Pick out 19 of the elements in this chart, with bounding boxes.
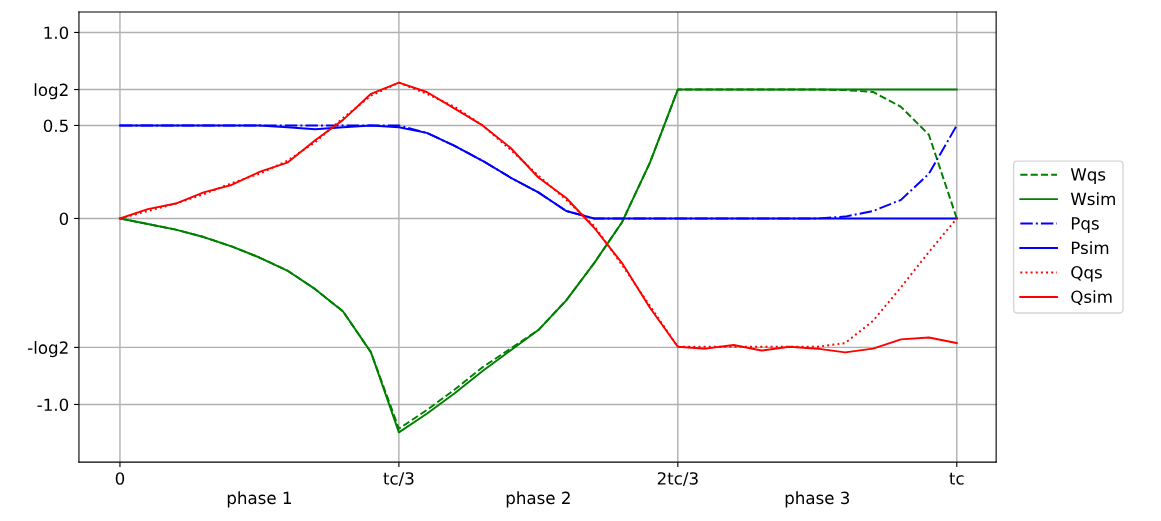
legend-label: Psim <box>1071 241 1109 255</box>
text: phase 3 <box>785 491 850 508</box>
legend-label: Qqs <box>1071 265 1102 282</box>
text: phase 1 <box>227 491 291 508</box>
x-tick-label: 0 <box>115 472 125 485</box>
legend-label: Wsim <box>1070 192 1115 206</box>
x-tick-label: 2tc/3 <box>657 472 698 487</box>
legend-label: Wqs <box>1070 168 1106 184</box>
y-tick-label: -1.0 <box>37 398 69 412</box>
legend-label: Pqs <box>1071 217 1099 233</box>
y-tick-label: 0.5 <box>43 119 68 133</box>
text: phase 2 <box>506 491 570 508</box>
legend-label: Qsim <box>1071 290 1112 305</box>
y-tick-label: 0 <box>59 212 69 226</box>
x-tick-label: tc <box>949 472 964 485</box>
y-tick-label: -log2 <box>28 341 68 358</box>
y-tick-label: log2 <box>34 83 68 100</box>
y-tick-label: 1.0 <box>44 26 69 40</box>
x-tick-label: tc/3 <box>383 472 414 487</box>
